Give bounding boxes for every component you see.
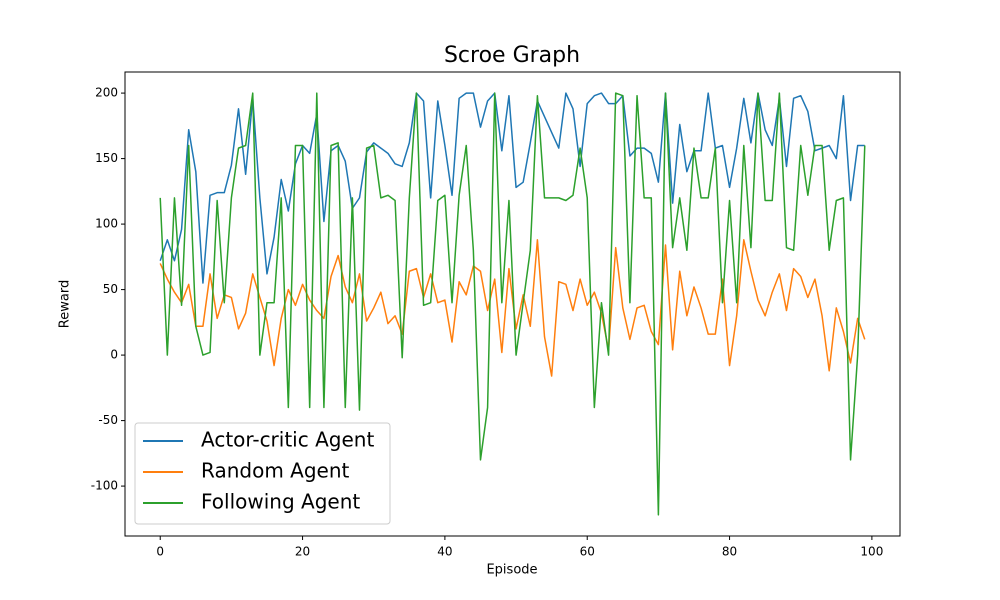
x-tick-label: 20	[295, 545, 310, 559]
y-tick-label: 50	[103, 282, 118, 296]
x-axis-label: Episode	[486, 563, 537, 578]
series-line	[159, 239, 866, 377]
axes-frame	[124, 71, 901, 537]
y-tick-label: -50	[98, 413, 118, 427]
x-tick-label: 40	[437, 545, 452, 559]
legend-box	[134, 422, 391, 525]
y-tick-label: 150	[95, 151, 118, 165]
series-line	[159, 92, 866, 516]
series-line	[159, 92, 865, 284]
x-tick-label: 80	[722, 545, 737, 559]
y-tick-label: 200	[95, 86, 118, 100]
legend-label: Actor-critic Agent	[201, 428, 374, 452]
x-tick-label: 0	[156, 545, 164, 559]
y-tick-label: 100	[95, 217, 118, 231]
x-tick-label: 60	[580, 545, 595, 559]
legend-label: Following Agent	[201, 490, 360, 514]
y-tick-label: 0	[110, 348, 118, 362]
y-axis-label: Reward	[58, 280, 73, 328]
chart-title: Scroe Graph	[444, 43, 580, 68]
y-tick-label: -100	[91, 479, 118, 493]
legend-label: Random Agent	[201, 459, 350, 483]
x-tick-label: 100	[860, 545, 883, 559]
